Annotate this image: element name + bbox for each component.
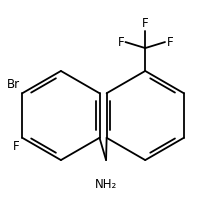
Text: F: F [117, 35, 124, 49]
Text: F: F [142, 17, 149, 30]
Text: NH₂: NH₂ [95, 178, 117, 191]
Text: Br: Br [7, 78, 20, 91]
Text: F: F [166, 35, 173, 49]
Text: F: F [13, 140, 20, 153]
